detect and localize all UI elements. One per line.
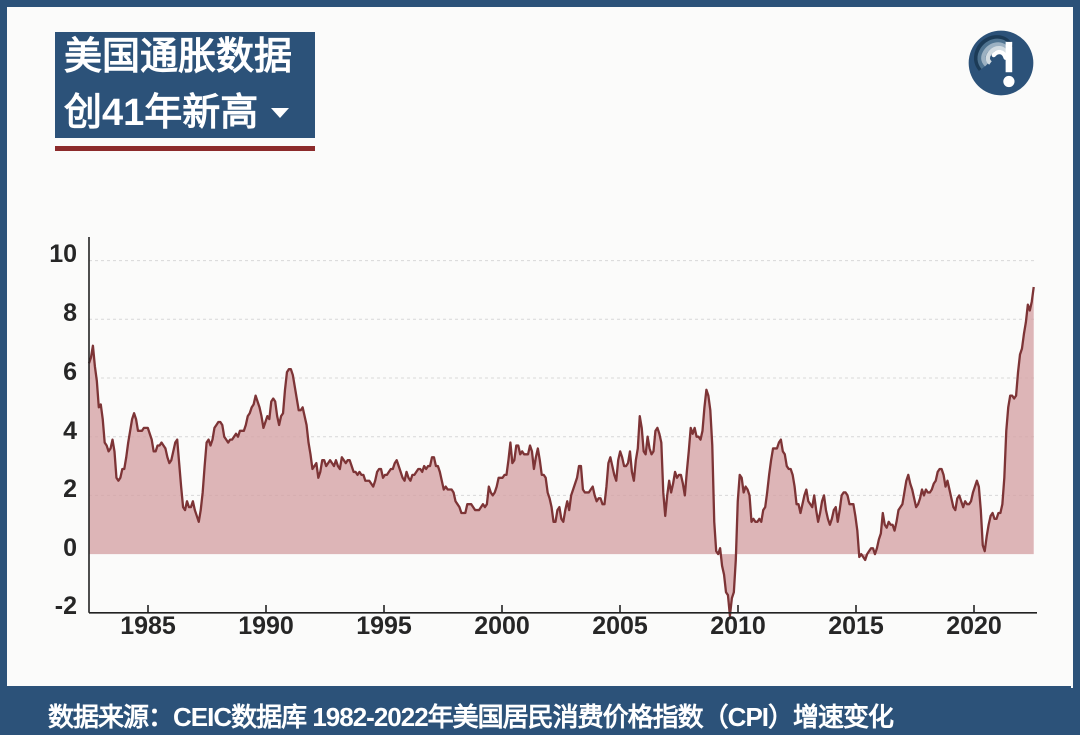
svg-text:10: 10 [49,240,77,268]
svg-text:2020: 2020 [946,612,1002,640]
svg-text:1990: 1990 [238,612,294,640]
svg-text:0: 0 [63,534,77,562]
svg-text:2000: 2000 [474,612,530,640]
svg-text:8: 8 [63,299,77,327]
svg-text:-2: -2 [55,592,77,620]
svg-text:2005: 2005 [592,612,648,640]
svg-text:2015: 2015 [828,612,884,640]
svg-text:1995: 1995 [356,612,412,640]
svg-text:4: 4 [63,417,77,445]
svg-text:1985: 1985 [120,612,176,640]
svg-text:2: 2 [63,475,77,503]
svg-text:2010: 2010 [710,612,766,640]
svg-text:6: 6 [63,358,77,386]
